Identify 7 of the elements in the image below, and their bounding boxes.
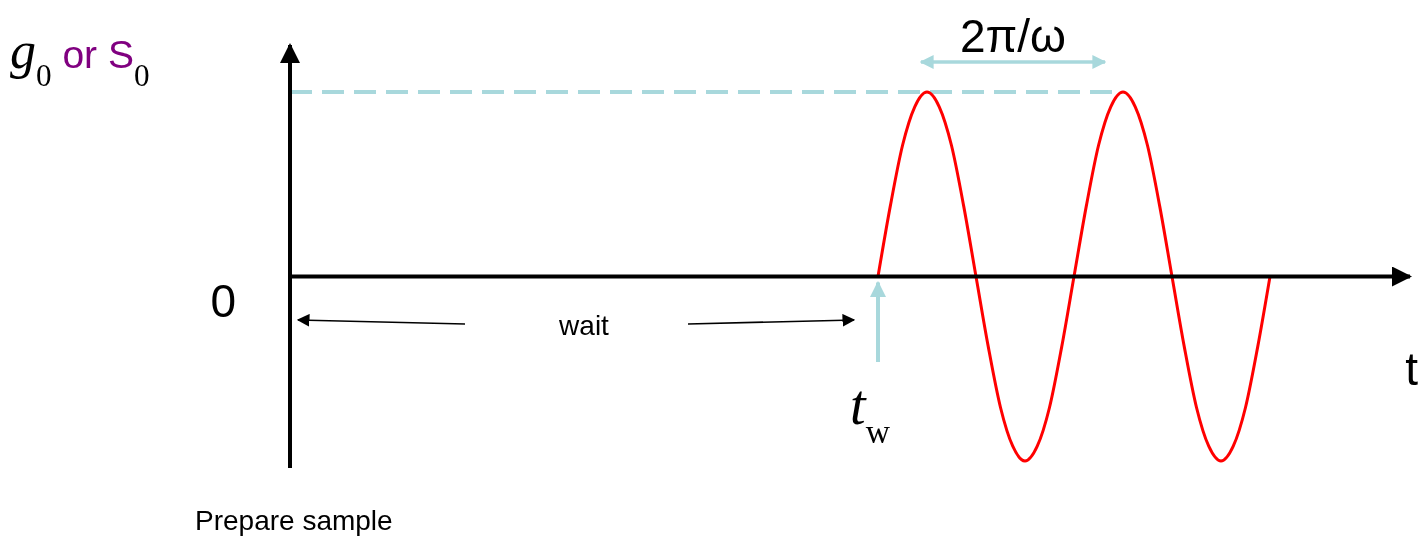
- annotation: t$_{w}$: [850, 374, 891, 450]
- text: 2π/ω: [959, 10, 1067, 62]
- y-axis-title: g$_{0}$ or S$_{0}$: [10, 22, 150, 93]
- text: 0: [210, 274, 236, 327]
- text: Prepare sample: [195, 505, 393, 536]
- x-axis-title: t: [1405, 343, 1419, 395]
- annotation: wait: [558, 310, 610, 341]
